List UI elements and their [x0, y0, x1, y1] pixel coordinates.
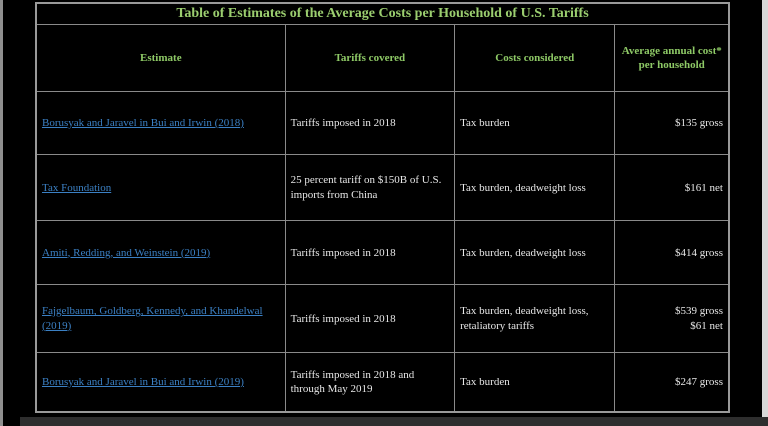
header-estimate: Estimate [35, 24, 286, 93]
header-average-cost: Average annual cost* per household [614, 24, 730, 93]
cost-cell: $247 gross [614, 352, 730, 413]
cost-cell: $539 gross $61 net [614, 284, 730, 354]
tariffs-cell: Tariffs imposed in 2018 [284, 220, 456, 286]
table-row: Borusyak and Jaravel in Bui and Irwin (2… [35, 91, 730, 156]
cost-cell: $414 gross [614, 220, 730, 286]
estimate-cell: Fajgelbaum, Goldberg, Kennedy, and Khand… [35, 284, 286, 354]
cost-cell: $161 net [614, 154, 730, 222]
estimate-cell: Borusyak and Jaravel in Bui and Irwin (2… [35, 91, 286, 156]
cost-cell: $135 gross [614, 91, 730, 156]
bottom-band [20, 417, 768, 426]
estimate-link[interactable]: Tax Foundation [42, 181, 112, 194]
title-row: Table of Estimates of the Average Costs … [35, 2, 730, 26]
table-title: Table of Estimates of the Average Costs … [35, 2, 730, 26]
header-tariffs-covered: Tariffs covered [284, 24, 456, 93]
tariffs-cell: Tariffs imposed in 2018 [284, 284, 456, 354]
costs-cell: Tax burden [454, 91, 616, 156]
header-costs-considered: Costs considered [454, 24, 616, 93]
left-edge-strip [0, 0, 3, 426]
table-row: Borusyak and Jaravel in Bui and Irwin (2… [35, 352, 730, 413]
table-row: Tax Foundation 25 percent tariff on $150… [35, 154, 730, 222]
estimate-cell: Tax Foundation [35, 154, 286, 222]
table-row: Fajgelbaum, Goldberg, Kennedy, and Khand… [35, 284, 730, 354]
header-row: Estimate Tariffs covered Costs considere… [35, 24, 730, 93]
costs-cell: Tax burden [454, 352, 616, 413]
estimate-link[interactable]: Borusyak and Jaravel in Bui and Irwin (2… [42, 117, 244, 130]
estimate-link[interactable]: Borusyak and Jaravel in Bui and Irwin (2… [42, 376, 244, 389]
right-edge-strip [762, 0, 768, 426]
costs-cell: Tax burden, deadweight loss [454, 154, 616, 222]
tariff-costs-table: Table of Estimates of the Average Costs … [35, 2, 730, 414]
tariffs-cell: Tariffs imposed in 2018 and through May … [284, 352, 456, 413]
tariffs-cell: 25 percent tariff on $150B of U.S. impor… [284, 154, 456, 222]
costs-cell: Tax burden, deadweight loss, retaliatory… [454, 284, 616, 354]
estimate-cell: Amiti, Redding, and Weinstein (2019) [35, 220, 286, 286]
estimate-cell: Borusyak and Jaravel in Bui and Irwin (2… [35, 352, 286, 413]
costs-cell: Tax burden, deadweight loss [454, 220, 616, 286]
table-row: Amiti, Redding, and Weinstein (2019) Tar… [35, 220, 730, 286]
tariffs-cell: Tariffs imposed in 2018 [284, 91, 456, 156]
estimate-link[interactable]: Fajgelbaum, Goldberg, Kennedy, and Khand… [42, 305, 263, 332]
estimate-link[interactable]: Amiti, Redding, and Weinstein (2019) [42, 246, 211, 259]
